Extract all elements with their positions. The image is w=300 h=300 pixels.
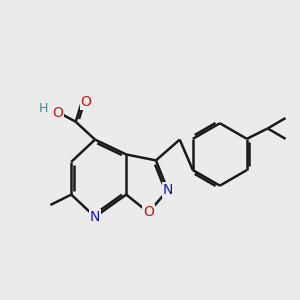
Text: O: O xyxy=(81,94,92,109)
Text: N: N xyxy=(163,183,173,197)
Text: N: N xyxy=(90,210,100,224)
Text: H: H xyxy=(39,102,49,115)
Text: O: O xyxy=(143,206,154,219)
Text: O: O xyxy=(52,106,63,120)
